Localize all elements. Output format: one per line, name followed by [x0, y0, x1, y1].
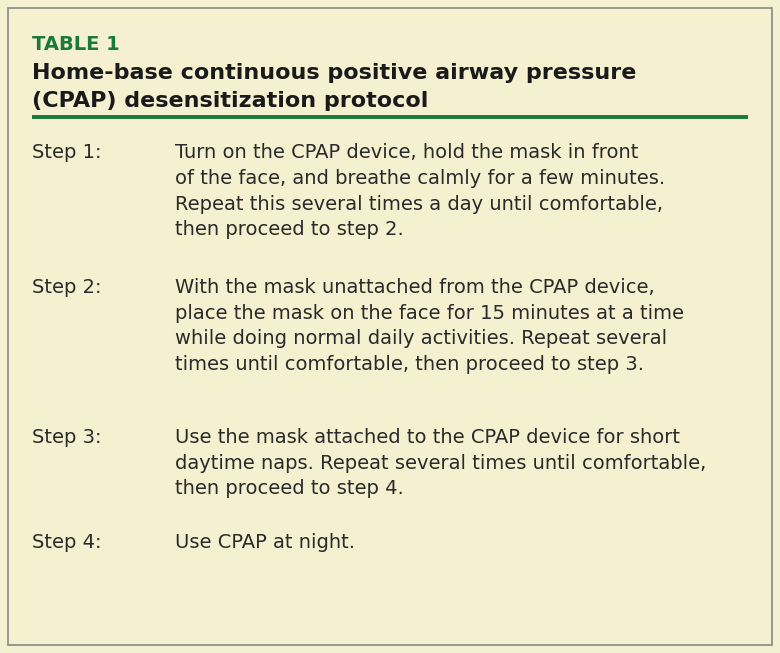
Text: Step 2:: Step 2:	[32, 278, 101, 297]
Text: (CPAP) desensitization protocol: (CPAP) desensitization protocol	[32, 91, 428, 111]
Text: Step 3:: Step 3:	[32, 428, 101, 447]
Text: Step 1:: Step 1:	[32, 143, 101, 162]
Text: Use CPAP at night.: Use CPAP at night.	[175, 533, 355, 552]
Text: With the mask unattached from the CPAP device,
place the mask on the face for 15: With the mask unattached from the CPAP d…	[175, 278, 684, 374]
Text: Use the mask attached to the CPAP device for short
daytime naps. Repeat several : Use the mask attached to the CPAP device…	[175, 428, 706, 498]
Text: Step 4:: Step 4:	[32, 533, 101, 552]
Text: Home-base continuous positive airway pressure: Home-base continuous positive airway pre…	[32, 63, 636, 83]
Text: Turn on the CPAP device, hold the mask in front
of the face, and breathe calmly : Turn on the CPAP device, hold the mask i…	[175, 143, 665, 239]
Text: TABLE 1: TABLE 1	[32, 35, 120, 54]
